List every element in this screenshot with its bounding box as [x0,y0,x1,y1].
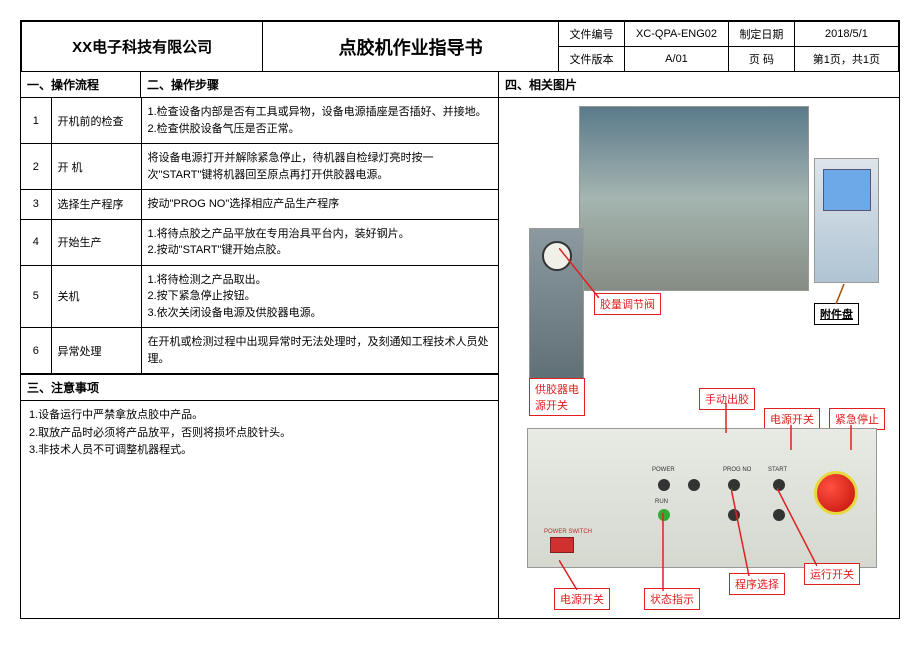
date-label: 制定日期 [729,22,795,47]
panel-label: POWER [652,467,675,473]
step-name: 开 机 [51,144,141,190]
callout-manual: 手动出胶 [699,388,755,410]
pendant-screen [823,169,871,211]
panel-label: PROG NO [723,467,751,473]
panel-label: POWER SWITCH [544,529,592,535]
header-table: XX电子科技有限公司 点胶机作业指导书 文件编号 XC-QPA-ENG02 制定… [21,21,899,72]
callout-status: 状态指示 [644,588,700,610]
table-row: 3选择生产程序按动"PROG NO"选择相应产品生产程序 [21,190,498,220]
step-desc: 1.将待点胶之产品平放在专用治具平台内，装好钢片。 2.按动"START"键开始… [141,219,498,265]
step-desc: 1.检查设备内部是否有工具或异物，设备电源插座是否插好、并接地。 2.检查供胶设… [141,98,498,144]
step-desc: 按动"PROG NO"选择相应产品生产程序 [141,190,498,220]
panel-dot-icon [728,509,740,521]
step-number: 4 [21,219,51,265]
step-number: 2 [21,144,51,190]
step-desc: 在开机或检测过程中出现异常时无法处理时，及刻通知工程技术人员处理。 [141,328,498,374]
step-number: 5 [21,265,51,328]
image-area: 胶量调节阀 附件盘 供胶器电 源开关 手动出胶 电源开关 紧急停止 [499,98,899,618]
machine-photo [579,106,809,291]
callout-run: 运行开关 [804,563,860,585]
section-3-title: 三、注意事项 [21,374,498,401]
table-row: 6异常处理在开机或检测过程中出现异常时无法处理时，及刻通知工程技术人员处理。 [21,328,498,374]
panel-dot-icon [728,479,740,491]
gauge-dial-icon [542,241,572,271]
ver-label: 文件版本 [559,47,625,72]
table-row: 4开始生产1.将待点胶之产品平放在专用治具平台内，装好钢片。 2.按动"STAR… [21,219,498,265]
connector-line [834,284,848,304]
callout-psu-switch: 供胶器电 源开关 [529,378,585,416]
date-value: 2018/5/1 [794,22,898,47]
section-2-title: 二、操作步骤 [141,72,498,97]
panel-label: RUN [655,499,668,505]
table-row: 2开 机将设备电源打开并解除紧急停止，待机器自检绿灯亮时按一次"START"键将… [21,144,498,190]
left-column: 一、操作流程 二、操作步骤 1开机前的检查1.检查设备内部是否有工具或异物，设备… [21,72,499,618]
panel-label: START [768,467,787,473]
gauge-photo [529,228,584,398]
doc-title: 点胶机作业指导书 [263,22,559,72]
step-name: 关机 [51,265,141,328]
doc-no: XC-QPA-ENG02 [624,22,728,47]
step-name: 选择生产程序 [51,190,141,220]
step-number: 1 [21,98,51,144]
callout-attachment: 附件盘 [814,303,859,325]
step-name: 异常处理 [51,328,141,374]
callout-prog: 程序选择 [729,573,785,595]
step-number: 3 [21,190,51,220]
panel-dot-icon [773,479,785,491]
section-4-title: 四、相关图片 [499,72,899,98]
callout-glue-valve: 胶量调节阀 [594,293,661,315]
left-section-headers: 一、操作流程 二、操作步骤 [21,72,498,98]
callout-power2: 电源开关 [554,588,610,610]
estop-button-icon [814,471,858,515]
callout-estop: 紧急停止 [829,408,885,430]
step-desc: 1.将待检测之产品取出。 2.按下紧急停止按钮。 3.依次关闭设备电源及供胶器电… [141,265,498,328]
page-label: 页 码 [729,47,795,72]
panel-dot-icon [658,479,670,491]
step-desc: 将设备电源打开并解除紧急停止，待机器自检绿灯亮时按一次"START"键将机器回至… [141,144,498,190]
step-name: 开机前的检查 [51,98,141,144]
right-column: 四、相关图片 胶量调节阀 附件盘 供胶器电 源开关 手动出胶 电源开关 紧急停止 [499,72,899,618]
document-page: XX电子科技有限公司 点胶机作业指导书 文件编号 XC-QPA-ENG02 制定… [20,20,900,619]
steps-table: 1开机前的检查1.检查设备内部是否有工具或异物，设备电源插座是否插好、并接地。 … [21,98,498,374]
doc-no-label: 文件编号 [559,22,625,47]
page-value: 第1页，共1页 [794,47,898,72]
body: 一、操作流程 二、操作步骤 1开机前的检查1.检查设备内部是否有工具或异物，设备… [21,72,899,618]
panel-dot-icon [688,479,700,491]
pendant-photo [814,158,879,283]
table-row: 1开机前的检查1.检查设备内部是否有工具或异物，设备电源插座是否插好、并接地。 … [21,98,498,144]
panel-led-icon [658,509,670,521]
table-row: 5关机1.将待检测之产品取出。 2.按下紧急停止按钮。 3.依次关闭设备电源及供… [21,265,498,328]
control-panel-photo: POWER PROG NO START RUN POWER SWITCH [527,428,877,568]
step-number: 6 [21,328,51,374]
step-name: 开始生产 [51,219,141,265]
section-1-title: 一、操作流程 [21,72,141,97]
power-switch-icon [550,537,574,553]
panel-dot-icon [773,509,785,521]
notes-text: 1.设备运行中严禁拿放点胶中产品。 2.取放产品时必须将产品放平，否则将损坏点胶… [21,401,498,501]
ver-value: A/01 [624,47,728,72]
company-name: XX电子科技有限公司 [22,22,263,72]
callout-power: 电源开关 [764,408,820,430]
